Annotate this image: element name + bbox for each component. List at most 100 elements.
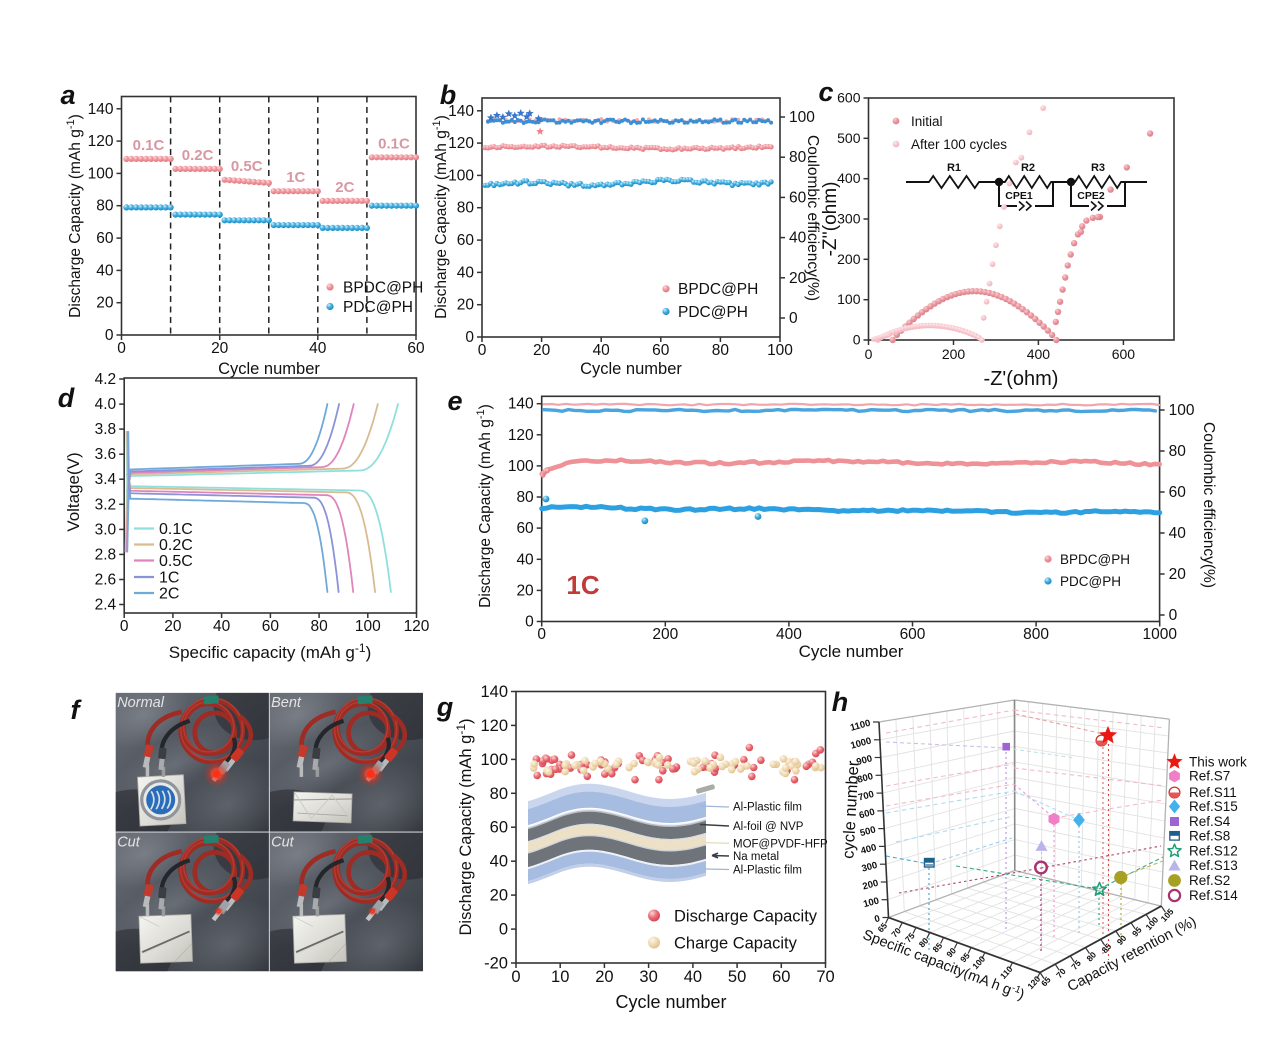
svg-text:a: a [60,80,75,110]
svg-text:400: 400 [776,626,802,643]
svg-text:h: h [832,687,849,717]
svg-text:PDC@PH: PDC@PH [1060,574,1121,589]
svg-text:CPE2: CPE2 [1077,190,1105,202]
svg-text:40: 40 [684,968,702,986]
svg-text:140: 140 [480,683,508,701]
svg-text:400: 400 [837,170,861,186]
svg-text:120: 120 [448,135,474,152]
svg-text:-Z'(ohm): -Z'(ohm) [984,368,1059,390]
svg-text:60: 60 [407,340,425,357]
svg-text:Discharge Capacity: Discharge Capacity [674,908,818,926]
svg-text:60: 60 [457,232,475,249]
svg-text:Cut: Cut [117,834,141,850]
svg-text:100: 100 [789,109,815,126]
svg-text:40: 40 [213,618,231,635]
svg-text:c: c [818,77,833,107]
svg-text:100: 100 [767,342,793,359]
svg-text:140: 140 [508,396,534,413]
svg-text:60: 60 [772,968,790,986]
svg-text:200: 200 [652,626,678,643]
svg-text:e: e [447,386,462,416]
svg-text:700: 700 [857,789,875,804]
svg-text:1C: 1C [286,169,305,186]
svg-text:Al-Plastic film: Al-Plastic film [733,865,802,877]
svg-text:2.6: 2.6 [95,572,117,589]
svg-text:2C: 2C [159,586,179,603]
svg-text:Ref.S12: Ref.S12 [1189,844,1238,859]
svg-text:40: 40 [457,264,475,281]
svg-text:100: 100 [88,165,114,182]
svg-text:Ref.S14: Ref.S14 [1189,888,1238,903]
svg-text:30: 30 [639,968,657,986]
svg-text:1C: 1C [159,570,179,587]
svg-text:After 100 cycles: After 100 cycles [911,137,1007,152]
svg-text:Specific capacity (mAh g-1): Specific capacity (mAh g-1) [169,641,371,662]
svg-text:40: 40 [96,262,114,279]
svg-text:CPE1: CPE1 [1005,190,1033,202]
svg-text:400: 400 [1027,346,1051,362]
svg-text:20: 20 [490,887,508,905]
svg-text:Coulombic efficiency(%): Coulombic efficiency(%) [1200,422,1217,588]
svg-text:20: 20 [595,968,613,986]
svg-text:4.0: 4.0 [95,396,117,413]
svg-text:BPDC@PH: BPDC@PH [343,280,423,297]
svg-text:60: 60 [1169,484,1187,501]
svg-text:BPDC@PH: BPDC@PH [678,281,758,298]
svg-text:3.4: 3.4 [95,471,117,488]
svg-text:40: 40 [490,853,508,871]
svg-text:20: 20 [211,340,229,357]
svg-text:PDC@PH: PDC@PH [343,299,413,316]
svg-text:0.1C: 0.1C [159,521,193,538]
svg-text:0: 0 [499,921,508,939]
svg-text:60: 60 [516,520,534,537]
svg-text:2.8: 2.8 [95,546,117,563]
svg-text:80: 80 [490,785,508,803]
svg-text:20: 20 [789,270,807,287]
svg-text:200: 200 [942,346,966,362]
svg-text:Ref.S15: Ref.S15 [1189,799,1238,814]
svg-text:20: 20 [164,618,182,635]
svg-text:Discharge Capacity (mAh g-1): Discharge Capacity (mAh g-1) [454,719,475,936]
svg-text:Ref.S2: Ref.S2 [1189,873,1230,888]
svg-text:BPDC@PH: BPDC@PH [1060,552,1130,567]
svg-text:100: 100 [480,751,508,769]
svg-text:g: g [436,692,454,722]
svg-text:60: 60 [652,342,670,359]
svg-text:60: 60 [490,819,508,837]
svg-text:cycle number: cycle number [839,760,862,859]
svg-text:Discharge Capacity (mAh g-1): Discharge Capacity (mAh g-1) [431,115,450,319]
svg-text:120: 120 [480,717,508,735]
svg-text:Bent: Bent [271,695,302,711]
svg-text:0: 0 [120,618,129,635]
svg-text:3.0: 3.0 [95,521,117,538]
svg-text:-Z''(ohm): -Z''(ohm) [820,182,841,257]
svg-text:0.2C: 0.2C [159,537,193,554]
svg-text:0.1C: 0.1C [133,137,165,154]
svg-text:20: 20 [1169,566,1187,583]
svg-text:0: 0 [105,327,114,344]
svg-text:80: 80 [96,198,114,215]
svg-text:Charge Capacity: Charge Capacity [674,935,798,953]
svg-text:120: 120 [404,618,430,635]
svg-text:4.2: 4.2 [95,371,117,388]
svg-text:500: 500 [837,130,861,146]
svg-text:40: 40 [593,342,611,359]
svg-text:0: 0 [853,332,861,348]
svg-text:Ref.S11: Ref.S11 [1189,785,1237,800]
svg-text:Initial: Initial [911,114,943,129]
svg-text:300: 300 [861,860,879,875]
svg-text:Ref.S13: Ref.S13 [1189,858,1238,873]
svg-text:R1: R1 [947,162,961,174]
svg-text:Cycle number: Cycle number [218,360,320,378]
svg-text:0: 0 [789,310,798,327]
svg-text:3.8: 3.8 [95,421,117,438]
svg-text:Coulombic efficiency(%): Coulombic efficiency(%) [804,135,821,301]
svg-text:70: 70 [816,968,834,986]
svg-text:200: 200 [861,878,879,893]
svg-text:80: 80 [712,342,730,359]
svg-text:10: 10 [551,968,569,986]
svg-text:1000: 1000 [1142,626,1177,643]
svg-text:This work: This work [1189,754,1247,769]
svg-text:Cut: Cut [271,834,295,850]
svg-text:Cycle number: Cycle number [799,642,904,661]
